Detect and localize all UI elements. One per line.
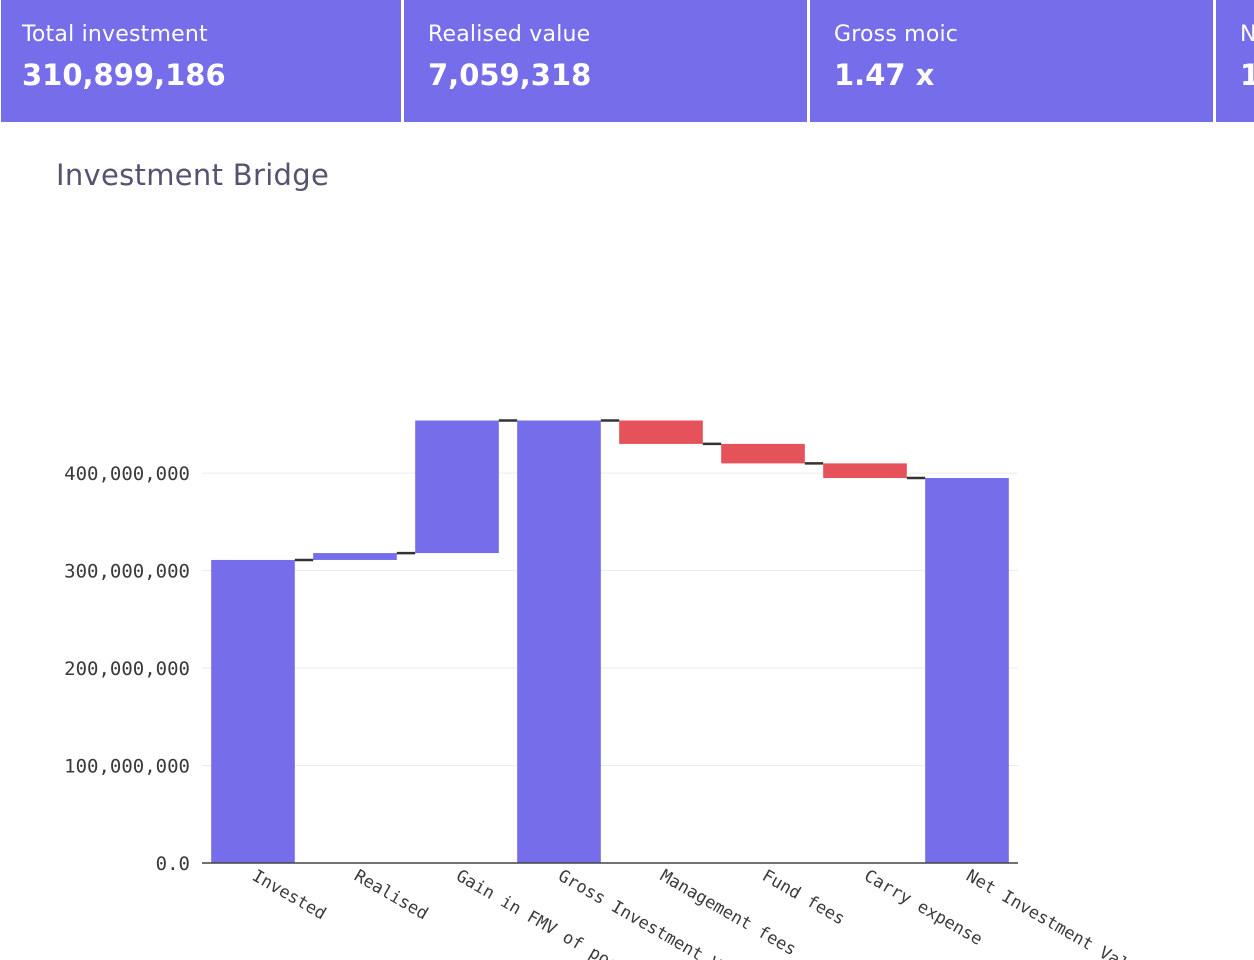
connectors	[294, 419, 926, 562]
kpi-strip: Total investment 310,899,186 Realised va…	[0, 0, 1254, 122]
kpi-label: Gross moic	[834, 22, 959, 47]
y-tick-label: 200,000,000	[64, 658, 190, 680]
kpi-value: 7,059,318	[428, 58, 592, 92]
kpi-card-gross-moic: Gross moic 1.47 x	[810, 0, 1213, 122]
x-tick-label: Net Investment Value	[963, 866, 1150, 960]
y-tick-label: 300,000,000	[64, 561, 190, 583]
bar-carry-expense[interactable]	[823, 463, 907, 479]
x-tick-label: Fund fees	[759, 866, 849, 929]
y-tick-label: 100,000,000	[64, 756, 190, 778]
kpi-card-total-investment: Total investment 310,899,186	[1, 0, 401, 122]
bar-gain-in-fmv-of-portfolio[interactable]	[415, 420, 499, 554]
kpi-card-net-moic: N 1.	[1216, 0, 1254, 122]
y-tick-label: 0.0	[156, 853, 190, 875]
x-tick-label: Invested	[249, 866, 330, 924]
kpi-card-realised-value: Realised value 7,059,318	[404, 0, 807, 122]
bar-net-investment-value[interactable]	[925, 478, 1009, 863]
x-tick-label: Realised	[351, 866, 432, 924]
chart-title: Investment Bridge	[56, 158, 330, 192]
bar-realised[interactable]	[313, 553, 397, 560]
bar-invested[interactable]	[211, 559, 295, 863]
kpi-label: Total investment	[22, 22, 208, 47]
kpi-label: Realised value	[428, 22, 591, 47]
y-tick-label: 400,000,000	[64, 463, 190, 485]
bar-fund-fees[interactable]	[721, 443, 805, 464]
bar-gross-investment-value[interactable]	[517, 420, 601, 863]
kpi-value: 1.47 x	[834, 58, 935, 92]
bars	[211, 420, 1009, 863]
kpi-value: 1.	[1240, 58, 1254, 92]
bar-management-fees[interactable]	[619, 420, 703, 444]
kpi-label: N	[1240, 22, 1254, 47]
grid-lines	[202, 472, 1018, 767]
kpi-value: 310,899,186	[22, 58, 226, 92]
